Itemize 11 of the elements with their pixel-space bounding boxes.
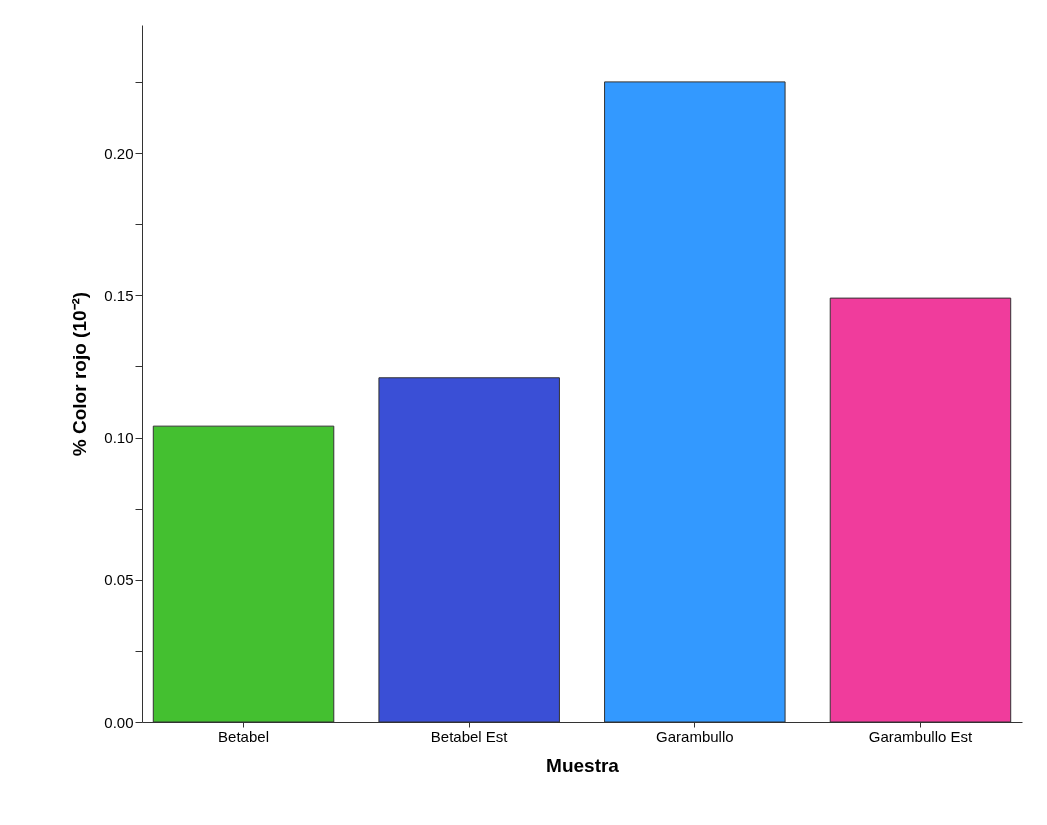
y-axis-title: % Color rojo (10⁻²) bbox=[69, 291, 91, 457]
x-tick-label: Garambullo bbox=[656, 727, 734, 745]
y-tick-label: 0.10 bbox=[104, 429, 134, 447]
x-tick-label: Betabel Est bbox=[430, 727, 509, 745]
x-tick-label: Betabel bbox=[218, 727, 269, 745]
y-tick-label: 0.15 bbox=[104, 286, 134, 304]
y-tick-label: 0.05 bbox=[104, 571, 134, 589]
y-tick-label: 0.00 bbox=[104, 713, 134, 731]
x-axis-title: Muestra bbox=[546, 754, 620, 776]
x-tick-label: Garambullo Est bbox=[868, 727, 973, 745]
y-tick-label: 0.20 bbox=[104, 144, 134, 162]
